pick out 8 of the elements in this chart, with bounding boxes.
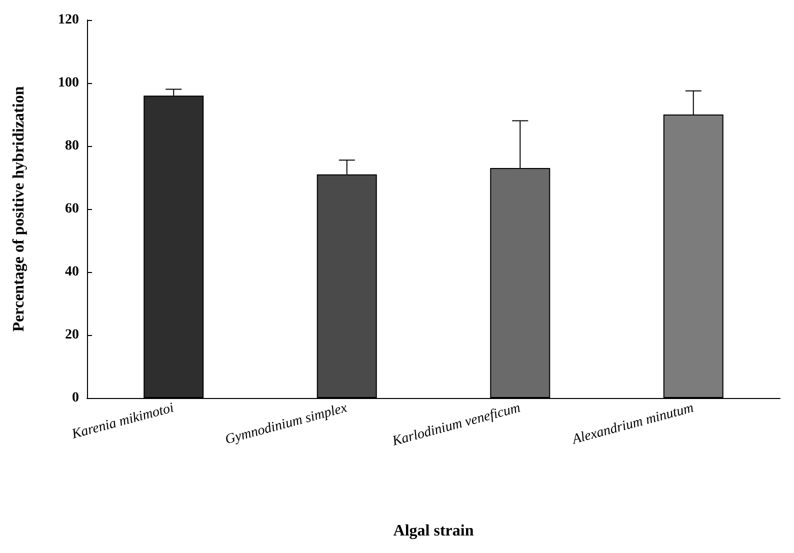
y-tick-label: 40 — [65, 264, 79, 280]
y-tick-label: 80 — [65, 138, 79, 154]
y-axis-title: Percentage of positive hybridization — [10, 86, 28, 332]
y-tick-label: 60 — [65, 202, 79, 216]
y-tick-label: 100 — [58, 76, 79, 90]
y-tick-label: 20 — [65, 328, 79, 342]
x-axis-title: Algal strain — [393, 522, 474, 540]
y-tick-label: 120 — [58, 12, 79, 28]
